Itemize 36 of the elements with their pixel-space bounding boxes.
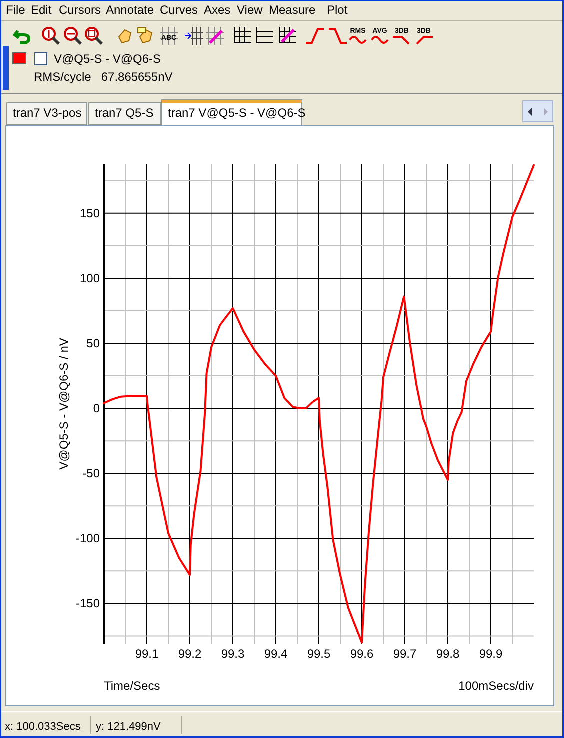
- text: y: 121.499nV: [96, 721, 162, 733]
- text: Plot: [327, 3, 348, 17]
- text: Curves: [160, 3, 198, 17]
- text: Annotate: [106, 3, 154, 17]
- y-tick-label: -150: [76, 596, 100, 611]
- x-tick-label: 99.2: [178, 647, 202, 661]
- text: Measure: [269, 3, 316, 17]
- x-tick-label: 99.5: [307, 647, 331, 661]
- x-tick-label: 99.3: [221, 647, 245, 661]
- x-tick-label: 99.8: [436, 647, 460, 661]
- y-tick-label: -100: [76, 532, 100, 546]
- text: tran7 V3-pos: [13, 106, 82, 120]
- y-tick-label: 150: [80, 206, 100, 220]
- text: x: 100.033Secs: [5, 721, 82, 733]
- y-axis-title: V@Q5-S - V@Q6-S / nV: [57, 338, 71, 470]
- text: V@Q5-S - V@Q6-S: [54, 52, 162, 66]
- text: RMS/cycle 67.865655nV: [34, 70, 173, 84]
- text: File: [6, 3, 26, 17]
- x-tick-label: 99.6: [350, 647, 374, 661]
- text: tran7 V@Q5-S - V@Q6-S: [168, 106, 306, 120]
- y-tick-label: 0: [93, 402, 100, 416]
- y-tick-label: 50: [86, 336, 100, 351]
- line-series: [103, 164, 535, 644]
- x-tick-label: 99.7: [393, 647, 417, 661]
- text: Edit: [31, 3, 52, 17]
- text: tran7 Q5-S: [95, 106, 154, 120]
- text: View: [237, 3, 264, 17]
- x-axis-title: Time/Secs: [104, 679, 160, 693]
- x-tick-label: 99.1: [135, 647, 159, 661]
- y-tick-label: -50: [82, 466, 100, 481]
- text: Cursors: [59, 3, 102, 17]
- y-tick-label: 100: [80, 271, 100, 286]
- text: Axes: [204, 3, 231, 17]
- x-tick-label: 99.9: [479, 647, 503, 661]
- x-tick-label: 99.4: [264, 647, 288, 661]
- text: 100mSecs/div: [458, 679, 534, 693]
